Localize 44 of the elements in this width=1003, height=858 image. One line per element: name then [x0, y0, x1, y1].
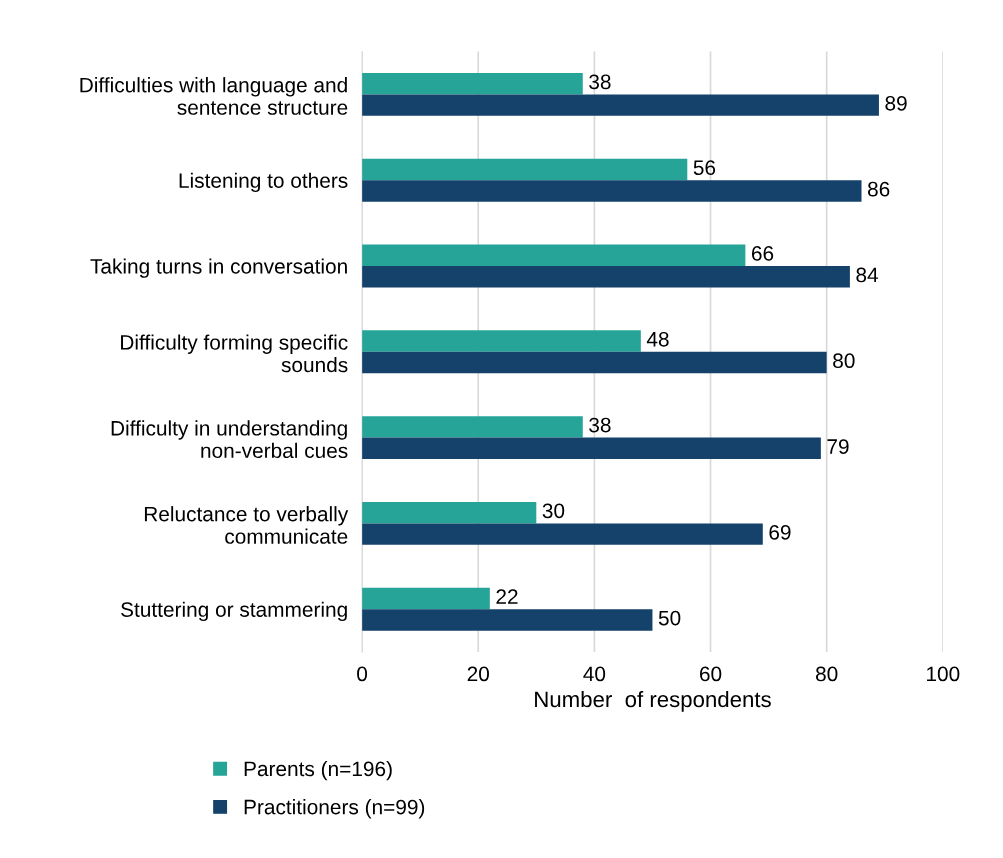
x-axis-title: Number of respondents	[535, 690, 771, 712]
data-label: 48	[646, 331, 669, 347]
data-label: 30	[542, 503, 565, 519]
legend-label: Parents (n=196)	[244, 760, 392, 781]
data-label: 79	[827, 439, 849, 454]
bar	[362, 609, 653, 631]
x-tick-label: 40	[583, 666, 606, 682]
data-label: 22	[496, 589, 518, 604]
bar	[362, 94, 879, 116]
y-tick-label: Difficulties with language and sentence structure	[80, 77, 348, 115]
bar	[362, 501, 537, 524]
bar	[362, 180, 862, 202]
x-tick-label: 60	[700, 666, 722, 682]
x-tick-label: 0	[357, 666, 368, 682]
x-tick-label: 20	[467, 666, 489, 682]
bar	[362, 587, 490, 610]
y-tick-label: Taking turns in conversation	[90, 258, 347, 278]
y-tick-label: Reluctance to verbally communicate	[144, 506, 349, 544]
x-tick-label: 100	[927, 666, 960, 682]
data-label: 38	[589, 417, 611, 433]
data-label: 66	[751, 246, 774, 261]
bar	[362, 351, 827, 374]
bar	[362, 158, 688, 181]
data-label: 80	[833, 353, 855, 369]
bar	[362, 72, 583, 95]
legend-label: Practitioners (n=99)	[244, 799, 425, 819]
y-tick-label: Difficulty forming specific sounds	[121, 334, 348, 373]
data-label: 50	[658, 610, 681, 626]
bar	[362, 523, 763, 545]
bar	[362, 416, 583, 438]
x-tick-label: 80	[815, 666, 838, 682]
bar	[362, 265, 850, 288]
y-tick-label: Listening to others	[179, 172, 348, 193]
data-label: 38	[589, 74, 611, 90]
data-label: 86	[867, 181, 890, 197]
data-label: 84	[856, 267, 879, 283]
y-tick-label: Difficulty in understanding non-verbal cues	[111, 420, 348, 459]
data-label: 56	[693, 160, 716, 176]
bar	[362, 437, 821, 460]
y-tick-label: Stuttering or stammering	[121, 601, 347, 622]
bar	[362, 330, 641, 352]
data-label: 69	[769, 524, 791, 540]
bar	[362, 244, 746, 266]
data-label: 89	[885, 95, 907, 111]
